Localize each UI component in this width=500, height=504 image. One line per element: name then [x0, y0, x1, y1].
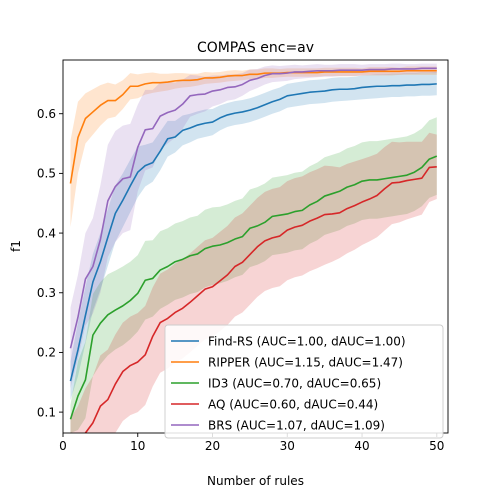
y-tick-label: 0.5 — [37, 167, 56, 181]
x-tick-label: 10 — [130, 439, 145, 453]
line-series-4 — [69, 67, 437, 349]
y-axis-ticks: 0.1 0.2 0.3 0.4 0.5 0.6 — [37, 107, 63, 419]
y-tick-label: 0.2 — [37, 346, 56, 360]
line-series-3 — [84, 166, 437, 433]
x-axis-ticks: 0 10 20 30 40 50 — [59, 433, 444, 453]
x-tick-label: 50 — [429, 439, 444, 453]
x-tick-label: 0 — [59, 439, 67, 453]
band-series-0 — [70, 71, 437, 401]
band-series-3 — [70, 132, 437, 433]
legend: Find-RS (AUC=1.00, dAUC=1.00) RIPPER (AUC… — [164, 324, 444, 439]
y-tick-label: 0.1 — [37, 405, 56, 419]
y-tick-label: 0.6 — [37, 107, 56, 121]
line-series-0 — [69, 83, 437, 382]
y-tick-label: 0.3 — [37, 286, 56, 300]
x-axis-label: Number of rules — [207, 474, 304, 488]
legend-box — [164, 324, 444, 439]
x-tick-label: 40 — [354, 439, 369, 453]
x-tick-label: 20 — [205, 439, 220, 453]
legend-label: RIPPER (AUC=1.15, dAUC=1.47) — [208, 356, 403, 370]
legend-label: AQ (AUC=0.60, dAUC=0.44) — [208, 398, 378, 412]
series-lines — [69, 67, 438, 433]
legend-label: Find-RS (AUC=1.00, dAUC=1.00) — [208, 335, 406, 349]
chart-title: COMPAS enc=av — [197, 40, 314, 56]
line-series-2 — [69, 155, 438, 420]
band-series-4 — [70, 63, 437, 389]
x-tick-label: 30 — [280, 439, 295, 453]
confidence-bands — [70, 63, 437, 433]
line-series-1 — [69, 69, 437, 184]
band-series-2 — [70, 117, 437, 433]
legend-label: ID3 (AUC=0.70, dAUC=0.65) — [208, 377, 381, 391]
legend-label: BRS (AUC=1.07, dAUC=1.09) — [208, 419, 385, 433]
y-axis-label: f1 — [9, 240, 23, 252]
y-tick-label: 0.4 — [37, 226, 56, 240]
